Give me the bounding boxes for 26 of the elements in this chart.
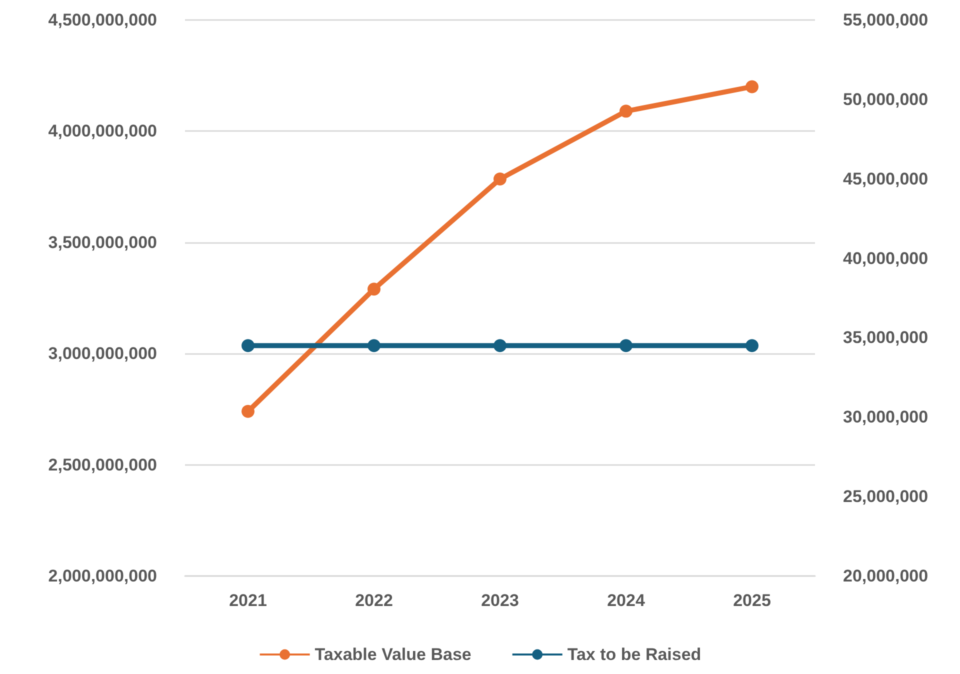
y2-tick-label: 20,000,000: [843, 566, 928, 586]
point: [494, 172, 506, 186]
y2-tick-label: 55,000,000: [843, 10, 928, 30]
x-tick-label: 2024: [607, 591, 646, 610]
y-tick-label: 3,500,000,000: [48, 232, 157, 252]
y-tick-label: 4,000,000,000: [48, 122, 157, 141]
y2-tick-label: 35,000,000: [843, 328, 928, 348]
x-tick-label: 2023: [481, 591, 519, 610]
point: [242, 404, 254, 418]
y2-tick-label: 25,000,000: [843, 487, 928, 506]
point: [620, 104, 632, 118]
legend-label: Tax to be Raised: [567, 645, 702, 664]
y-tick-label: 2,500,000,000: [48, 455, 157, 474]
x-tick-label: 2025: [733, 591, 771, 610]
x-tick-label: 2021: [229, 591, 267, 610]
y-tick-label: 4,500,000,000: [48, 10, 157, 30]
y2-tick-label: 40,000,000: [843, 248, 928, 268]
legend-label: Taxable Value Base: [314, 645, 472, 664]
point: [746, 80, 758, 94]
y2-tick-label: 30,000,000: [843, 408, 928, 427]
y2-tick-label: 45,000,000: [843, 169, 928, 188]
y-tick-label: 2,000,000,000: [48, 566, 157, 586]
y2-tick-label: 50,000,000: [843, 90, 928, 109]
y-tick-label: 3,000,000,000: [48, 344, 157, 364]
x-tick-label: 2022: [355, 591, 393, 610]
point: [368, 282, 380, 296]
